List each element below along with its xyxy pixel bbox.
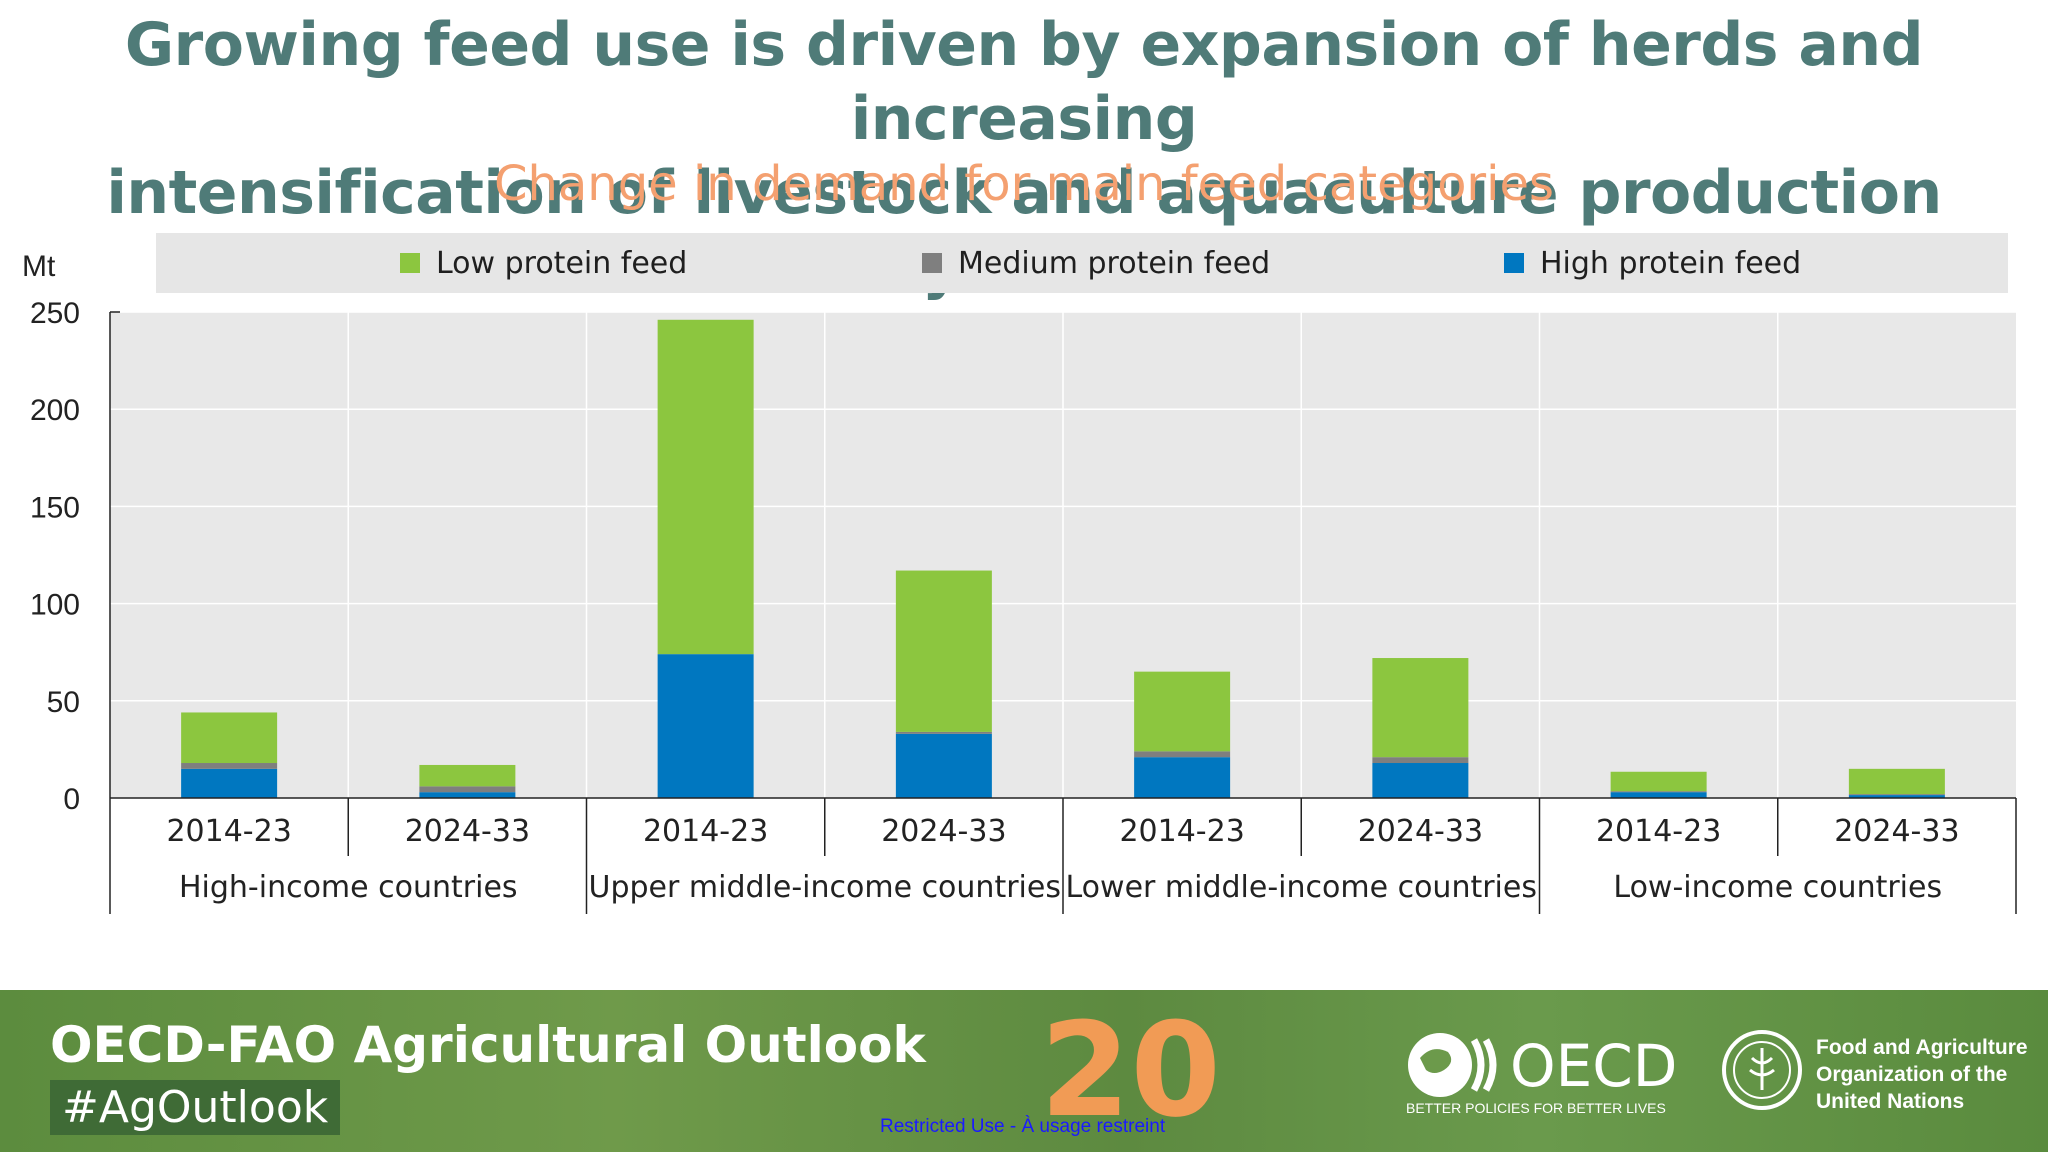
oecd-logo-text: OECD [1510,1032,1678,1100]
y-tick-label: 150 [30,491,80,524]
chart-subtitle: Change in demand for main feed categorie… [493,156,1555,212]
x-tick-label: 2024-33 [405,814,530,849]
bar-segment [419,764,516,787]
legend-item-high-protein: High protein feed [1504,233,1801,293]
bar-segment [181,712,278,764]
bar-segment [1134,671,1231,752]
bar-segment [1372,757,1469,764]
legend-swatch-high-protein [1504,253,1524,273]
x-tick-label: 2014-23 [643,814,768,849]
bar-segment [1610,791,1707,793]
legend-label-high-protein: High protein feed [1540,245,1802,281]
stacked-bar-chart: 0 50 100 150 200 250 2014-23 2024-33 2014-23 2024… [30,297,2017,914]
y-tick-label: 250 [30,297,80,330]
bar-segment [419,792,516,798]
bar-segment [657,654,754,798]
oecd-tagline: BETTER POLICIES FOR BETTER LIVES [1406,1100,1666,1116]
bar-segment [1848,768,1945,795]
group-label: Upper middle-income countries [589,870,1061,905]
legend-label-medium-protein: Medium protein feed [958,245,1271,281]
footer-title: OECD-FAO Agricultural Outlook [50,1016,926,1074]
bar-segment [1372,763,1469,798]
bar-segment [895,733,992,798]
y-axis-unit: Mt [22,250,56,283]
x-tick-label: 2024-33 [1834,814,1959,849]
chart-legend: Low protein feed Medium protein feed Hig… [156,233,2008,293]
legend-swatch-medium-protein [922,253,942,273]
group-label: Lower middle-income countries [1066,870,1537,905]
fao-name: Food and Agriculture Organization of the… [1816,1034,2046,1115]
legend-item-low-protein: Low protein feed [400,233,687,293]
globe-icon [1408,1033,1497,1097]
legend-swatch-low-protein [400,253,420,273]
restricted-notice: Restricted Use - À usage restreint [880,1116,1166,1137]
bar-segment [1610,771,1707,792]
fao-name-line-1: Food and Agriculture [1816,1036,2028,1059]
legend-item-medium-protein: Medium protein feed [922,233,1270,293]
fao-emblem-icon [1722,1030,1802,1110]
y-tick-label: 50 [47,686,80,719]
y-tick-label: 0 [63,783,80,816]
fao-name-line-3: United Nations [1816,1090,1965,1113]
group-label: High-income countries [179,870,518,905]
x-tick-label: 2024-33 [881,814,1006,849]
bar-segment [1372,658,1469,758]
bar-segment [1848,794,1945,796]
title-line-1: Growing feed use is driven by expansion … [124,10,1924,154]
x-tick-label: 2014-23 [166,814,291,849]
footer-banner [0,990,2048,1152]
x-tick-label: 2014-23 [1119,814,1244,849]
bar-segment [181,763,278,769]
bar-segment [1134,751,1231,758]
bar-segment [895,731,992,734]
legend-label-low-protein: Low protein feed [436,245,688,281]
bar-segment [1610,792,1707,798]
fao-name-line-2: Organization of the [1816,1063,2008,1086]
group-label: Low-income countries [1613,870,1942,905]
y-tick-label: 100 [30,589,80,622]
x-tick-label: 2024-33 [1358,814,1483,849]
x-tick-label: 2014-23 [1596,814,1721,849]
bar-segment [181,768,278,798]
y-tick-label: 200 [30,394,80,427]
anniversary-20-logo: 20 [1040,994,1221,1146]
bar-segment [419,786,516,793]
hashtag-label: #AgOutlook [50,1080,341,1135]
bar-segment [1134,757,1231,798]
bar-segment [895,570,992,732]
bar-segment [1848,795,1945,798]
bar-segment [657,319,754,655]
